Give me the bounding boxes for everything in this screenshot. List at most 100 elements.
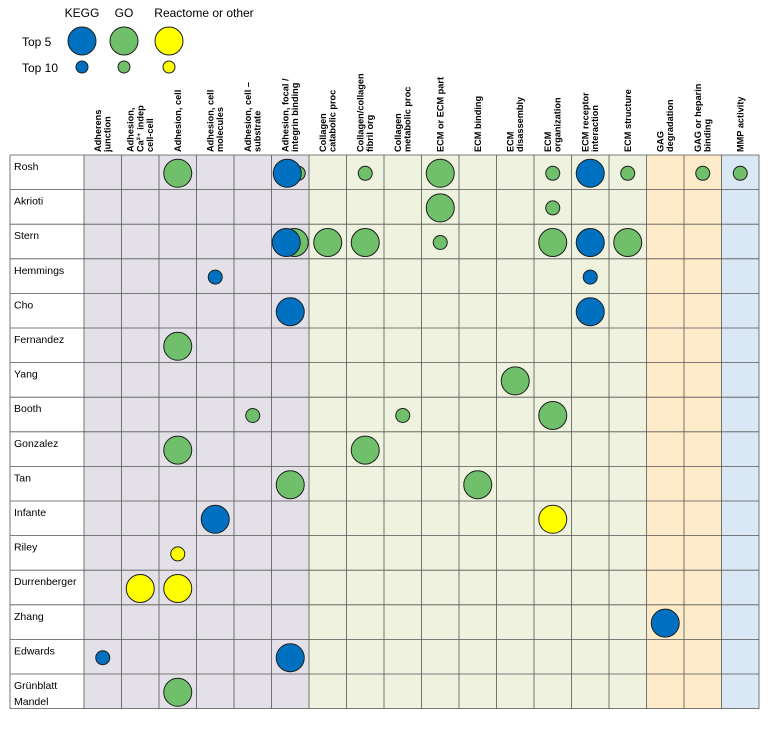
column-label-4: substrate <box>253 111 263 152</box>
legend-size-top5: Top 5 <box>22 35 52 49</box>
bubble-rosh-go-top5 <box>425 158 455 188</box>
row-label-infante: Infante <box>14 507 46 519</box>
legend-marker-reactome-or-other-top10 <box>162 60 176 74</box>
column-label-14: ECM structure <box>623 89 633 152</box>
bubble-yang-go-top5 <box>500 366 530 396</box>
column-label-11: ECM <box>505 131 515 152</box>
row-label-gr-nblatt: Grünblatt <box>14 680 57 692</box>
bubble-akrioti-go-top10 <box>545 200 561 216</box>
row-label-hemmings: Hemmings <box>14 265 64 277</box>
row-label-gonzalez: Gonzalez <box>14 438 58 450</box>
row-label-stern: Stern <box>14 230 39 242</box>
column-label-3: Adhesion, cell <box>205 90 215 152</box>
legend-marker-reactome-or-other-top5 <box>154 26 184 56</box>
legend-marker-go-top5 <box>109 26 139 56</box>
bubble-stern-go-top5 <box>313 228 343 257</box>
row-label-booth: Booth <box>14 403 42 415</box>
column-label-2: Adhesion, cell <box>173 90 183 152</box>
bubble-zhang-kegg-top5 <box>650 608 680 638</box>
legend-marker-go-top10 <box>117 60 131 74</box>
legend-label-kegg: KEGG <box>65 6 100 20</box>
column-label-10: ECM binding <box>473 96 483 152</box>
row-label-tan: Tan <box>14 472 31 484</box>
row-label-zhang: Zhang <box>14 611 44 623</box>
column-label-0: Adherens <box>93 110 103 152</box>
column-label-8: Collagen <box>393 113 403 152</box>
legend: KEGG GO Reactome or other Top 5 Top 10 <box>22 6 254 75</box>
column-label-8: metabolic proc <box>403 87 413 152</box>
bubble-cho-kegg-top5 <box>275 297 305 327</box>
legend-label-go: GO <box>115 6 134 20</box>
bubble-rosh-go-top10 <box>732 165 748 181</box>
column-label-3: molecules <box>215 107 225 152</box>
legend-marker-kegg-top5 <box>67 26 97 56</box>
bubble-hemmings-kegg-top10 <box>582 269 598 285</box>
bubble-edwards-kegg-top5 <box>275 643 305 673</box>
row-label-fernandez: Fernandez <box>14 334 64 346</box>
column-label-12: ECM <box>543 131 553 152</box>
bubble-riley-reactome-or-other-top10 <box>170 546 186 562</box>
column-label-6: catabolic proc <box>328 90 338 152</box>
column-label-1: Ca²⁺ indep <box>135 105 145 152</box>
bubble-cho-kegg-top5 <box>575 297 605 327</box>
bubble-stern-go-top5 <box>613 228 643 257</box>
column-label-15: GAG <box>655 131 665 152</box>
bubble-booth-go-top5 <box>538 401 568 430</box>
column-label-11: disassembly <box>515 96 525 152</box>
column-labels: Adherens junction Adhesion, Ca²⁺ indep cell-… <box>93 73 745 153</box>
row-label-durrenberger: Durrenberger <box>14 576 77 588</box>
grid-lines <box>9 154 760 709</box>
bubble-durrenberger-reactome-or-other-top5 <box>125 574 155 603</box>
column-label-17: MMP activity <box>735 96 745 152</box>
column-label-12: organization <box>553 97 563 152</box>
column-label-7: Collagen/collagen <box>355 73 365 152</box>
row-label-akrioti: Akrioti <box>14 196 43 208</box>
column-label-7: fibril org <box>365 115 375 152</box>
bubble-stern-go-top5 <box>350 228 380 257</box>
bubble-infante-reactome-or-other-top5 <box>538 504 568 534</box>
bubble-durrenberger-reactome-or-other-top5 <box>163 574 193 603</box>
bubble-stern-go-top5 <box>538 228 568 257</box>
bubble-stern-go-top10 <box>432 235 448 250</box>
legend-size-top10: Top 10 <box>22 61 58 75</box>
row-label-yang: Yang <box>14 369 38 381</box>
column-label-1: Adhesion, <box>125 108 135 152</box>
bubble-hemmings-kegg-top10 <box>207 269 223 285</box>
column-label-16: GAG or heparin <box>693 83 703 152</box>
row-label-riley: Riley <box>14 542 38 554</box>
column-label-1: cell-cell <box>145 118 155 152</box>
bubble-akrioti-go-top5 <box>425 193 455 223</box>
bubble-infante-kegg-top5 <box>200 504 230 534</box>
bubble-fernandez-go-top5 <box>163 331 193 361</box>
column-label-9: ECM or ECM part <box>435 77 445 152</box>
bubble-tan-go-top5 <box>463 470 493 500</box>
column-label-6: Collagen <box>318 113 328 152</box>
row-label-cho: Cho <box>14 299 33 311</box>
bubble-booth-go-top10 <box>395 408 411 423</box>
bubble-edwards-kegg-top10 <box>95 650 111 666</box>
row-labels: Rosh Akrioti Stern Hemmings Cho Fernandez Yang… <box>14 161 77 708</box>
bubble-rosh-go-top10 <box>357 165 373 181</box>
legend-label-reactome-or-other: Reactome or other <box>154 6 253 20</box>
column-label-5: Adhesion, focal / <box>280 78 290 152</box>
column-label-13: interaction <box>590 105 600 152</box>
bubble-gonzalez-go-top5 <box>163 435 193 465</box>
bubble-tan-go-top5 <box>275 470 305 500</box>
column-label-13: ECM receptor <box>580 92 590 152</box>
bubble-rosh-go-top10 <box>620 165 636 181</box>
bubble-gonzalez-go-top5 <box>350 435 380 465</box>
row-label-edwards: Edwards <box>14 645 55 657</box>
bubble-stern-kegg-top5 <box>271 228 301 257</box>
bubble-rosh-go-top10 <box>545 165 561 181</box>
column-label-0: junction <box>103 116 113 153</box>
bubble-rosh-kegg-top5 <box>575 158 605 188</box>
row-label-gr-nblatt: Mandel <box>14 696 48 708</box>
bubble-gr-nblatt-go-top5 <box>163 677 193 707</box>
row-label-rosh: Rosh <box>14 161 39 173</box>
bubbles <box>95 158 748 707</box>
column-label-15: degradation <box>665 99 675 152</box>
bubble-rosh-go-top10 <box>695 165 711 181</box>
column-label-5: integrin binding <box>290 83 300 152</box>
bubble-stern-kegg-top5 <box>575 228 605 257</box>
